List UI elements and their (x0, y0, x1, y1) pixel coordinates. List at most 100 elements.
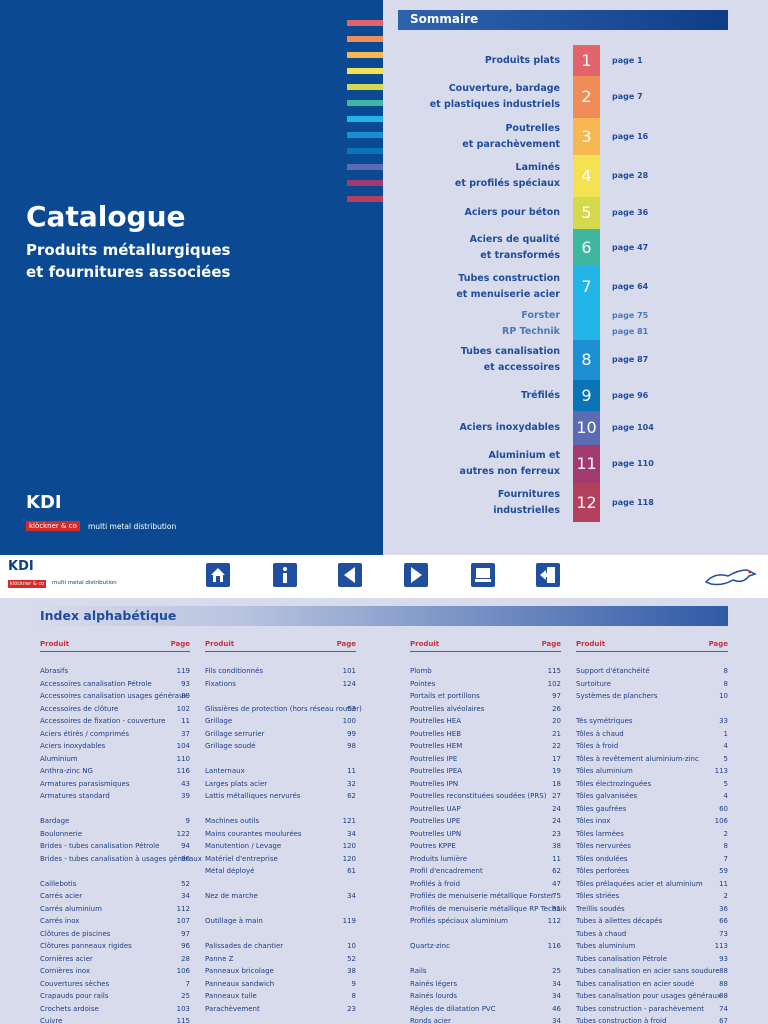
section-title: et profilés spéciaux (454, 178, 560, 189)
section-page: page 96 (612, 390, 649, 400)
index-product: Couvertures sèches (40, 979, 110, 988)
index-page: 62 (552, 867, 561, 875)
index-product: Tôles galvanisées (576, 792, 638, 800)
index-product: Poutrelles IPN (410, 779, 459, 788)
index-product: Carrés aluminium (40, 904, 102, 913)
index-page: 88 (719, 967, 728, 975)
section-number: 6 (581, 237, 592, 257)
index-product: Poutrelles IPE (410, 754, 458, 763)
index-page: 100 (342, 717, 356, 725)
index-product: Tôles perforées (576, 867, 630, 875)
index-page: 62 (347, 792, 356, 800)
index-page: 43 (181, 779, 190, 788)
index-product: Tôles prélaquées acier et aluminium (576, 879, 703, 888)
index-product: Panneaux sandwich (205, 979, 275, 988)
index-page: 11 (552, 854, 561, 863)
section-number: 12 (576, 492, 597, 512)
index-product: Rails (410, 967, 427, 975)
index-product: Crochets ardoise (40, 1004, 99, 1013)
color-stripe (347, 164, 383, 170)
print-button[interactable] (471, 563, 495, 587)
cover-title: Catalogue (26, 200, 186, 233)
index-product: Aciers étirés / comprimés (40, 729, 129, 738)
next-button[interactable] (404, 563, 428, 587)
exit-button[interactable] (536, 563, 560, 587)
color-stripe (347, 20, 383, 26)
index-page: 34 (552, 1017, 561, 1024)
index-page: 120 (342, 842, 356, 850)
section-tab (573, 118, 600, 155)
index-page: 11 (719, 879, 728, 888)
index-product: Treillis soudés (576, 904, 625, 913)
toolbar: KDI klöckner & co multi metal distributi… (0, 555, 768, 598)
index-product: Support d'étanchéité (576, 667, 650, 675)
section-title: Aciers inoxydables (459, 422, 560, 433)
index-page: 46 (552, 1004, 561, 1013)
section-number: 3 (581, 126, 592, 146)
index-product: Profilés de menuiserie métallique RP Tec… (410, 904, 567, 913)
column-header: Produit (40, 640, 70, 648)
logo: klöckner & co (26, 521, 80, 531)
index-product: Tôles nervurées (576, 842, 631, 850)
index-product: Lanternaux (205, 767, 245, 775)
index-product: Accessoires canalisation Pétrole (40, 679, 152, 688)
color-stripe (347, 68, 383, 74)
section-title: Tubes canalisation (460, 346, 560, 357)
index-page: 103 (176, 1004, 190, 1013)
index-product: Tubes canalisation en acier soudé (576, 979, 695, 988)
index-page: 26 (552, 704, 561, 713)
home-button[interactable] (206, 563, 230, 587)
index-page: 8 (723, 842, 728, 850)
index-page: 33 (719, 717, 728, 725)
section-title: et transformés (480, 249, 560, 261)
index-product: Tubes construction à froid (576, 1017, 667, 1024)
section-tab (573, 266, 600, 340)
section-number: 9 (581, 385, 592, 405)
index-product: Abrasifs (40, 667, 69, 675)
index-product: Grillage soudé (205, 742, 256, 750)
sommaire-bar (398, 10, 728, 30)
index-page: 101 (342, 667, 356, 675)
section-title: Laminés (515, 162, 560, 173)
index-page: 116 (176, 767, 190, 775)
index-product: Brides - tubes canalisation à usages gén… (40, 854, 202, 863)
index-product: Rainés lourds (410, 992, 458, 1000)
index-product: Poutrelles HEM (410, 742, 463, 750)
section-title: autres non ferreux (459, 466, 560, 477)
index-page: 74 (719, 1004, 728, 1013)
index-page: 98 (347, 742, 356, 750)
index-page: 47 (552, 879, 561, 888)
toolbar-logo: klöckner & co (8, 580, 47, 588)
index-product: Profilés de menuiserie métallique Forste… (410, 892, 554, 900)
section-title: industrielles (493, 504, 560, 516)
section-tab (573, 380, 600, 411)
index-page: 27 (552, 792, 561, 800)
color-stripe (347, 148, 383, 154)
toolbar-tagline: multi metal distribution (52, 580, 117, 586)
cover-panel: Catalogue Produits métallurgiques et fou… (0, 0, 383, 555)
previous-button[interactable] (338, 563, 362, 587)
index-page: 25 (181, 992, 190, 1000)
index-product: Grillage (205, 717, 233, 725)
index-product: Bardage (40, 817, 70, 825)
index-product: Accessoires canalisation usages généraux (40, 692, 188, 700)
index-product: Accessoires de clôture (40, 704, 119, 713)
info-button[interactable] (273, 563, 297, 587)
brand: KDI (26, 492, 62, 513)
index-page: 61 (347, 867, 356, 875)
mascot-logo (704, 569, 757, 586)
section-page: page 7 (612, 92, 643, 101)
index-product: Tôles électrozinguées (576, 779, 652, 788)
index-page: 73 (719, 929, 728, 938)
sub-title: Forster (521, 310, 560, 321)
index-page: 28 (181, 954, 190, 963)
section-tab (573, 411, 600, 445)
index-product: Poutrelles UPN (410, 829, 462, 838)
section-title: Aluminium et (488, 450, 560, 461)
index-product: Tubes canalisation Pétrole (576, 954, 667, 963)
color-stripe (347, 116, 383, 122)
section-title: Tubes construction (458, 273, 560, 284)
index-page: 112 (547, 917, 561, 925)
section-page: page 28 (612, 171, 649, 180)
index-page: 75 (552, 892, 561, 900)
